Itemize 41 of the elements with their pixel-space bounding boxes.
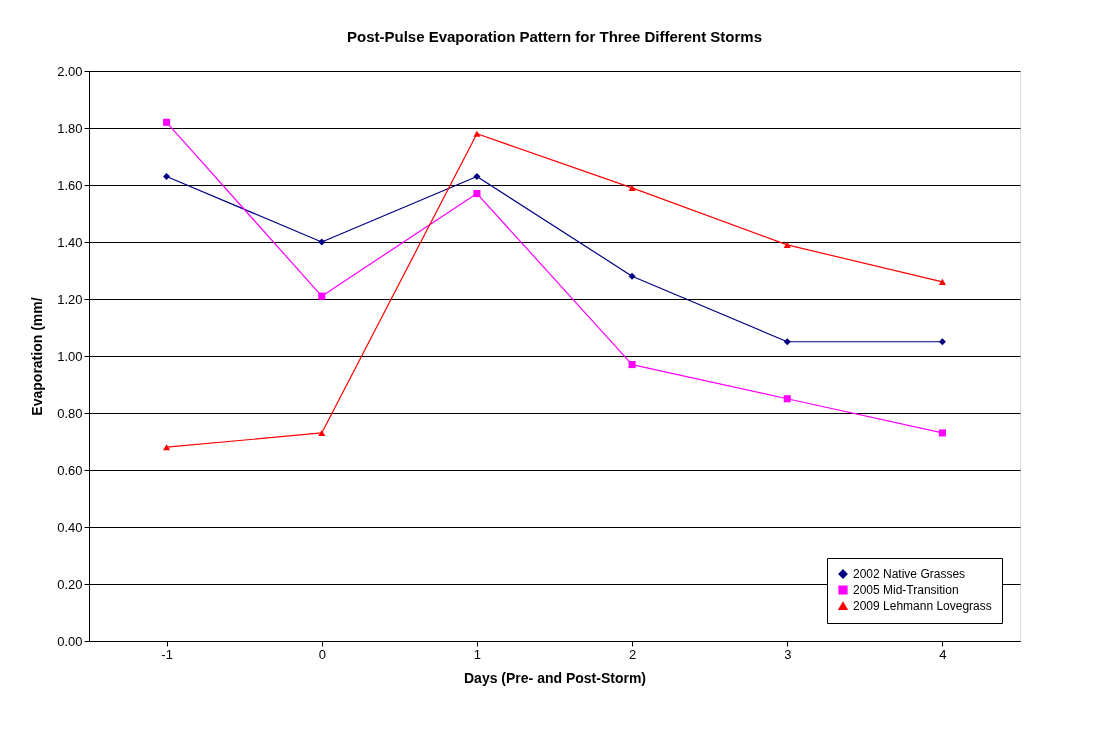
x-tick-label: 2 [628,646,637,662]
y-tick-label: 0.80 [57,405,83,421]
point [783,395,791,403]
legend-label: 2002 Native Grasses [853,567,966,581]
x-tick-label: 1 [473,646,482,662]
y-axis-title: Evaporation (mm/ [29,297,46,416]
y-tick-label: 0.20 [57,576,83,592]
point [938,338,946,346]
x-tick-label: -1 [161,646,173,662]
y-tick-label: 1.40 [57,234,83,250]
y-tick-label: 0.00 [57,633,83,649]
point [473,130,481,137]
x-tick-label: 0 [318,646,326,662]
point [163,172,171,180]
point [783,241,791,248]
chart-title: Post-Pulse Evaporation Pattern for Three Different Storms [346,28,763,45]
y-tick-label: 1.00 [57,348,83,364]
y-tick-label: 1.20 [57,291,83,307]
point [163,118,171,126]
x-tick-label: 4 [939,646,947,662]
y-tick-label: 2.00 [57,63,83,79]
point [318,238,326,246]
y-tick-label: 0.60 [57,462,83,478]
x-tick-label: 3 [784,646,792,662]
point [938,429,946,437]
point [318,429,326,437]
legend-label: 2005 Mid-Transition [853,583,959,597]
point [628,272,636,280]
point [473,172,481,180]
point [318,292,326,300]
point [783,338,791,346]
point [938,278,946,285]
x-axis-title: Days (Pre- and Post-Storm) [463,669,647,686]
point [628,361,636,369]
y-tick-label: 1.60 [57,177,83,193]
point [473,190,481,198]
point [163,444,171,451]
point [628,184,636,191]
legend-label: 2009 Lehmann Lovegrass [853,599,992,613]
y-tick-label: 1.80 [57,120,83,136]
y-tick-label: 0.40 [57,519,83,535]
